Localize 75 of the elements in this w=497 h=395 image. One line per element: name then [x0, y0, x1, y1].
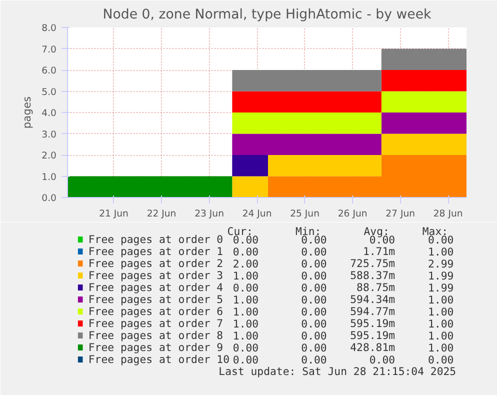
y-tick-label: 6.0 [42, 66, 57, 76]
x-tick-label: 23 Jun [194, 208, 224, 220]
text: 0.00 [301, 306, 327, 318]
text: 0.00 [232, 246, 259, 258]
text: 0.00 [301, 246, 327, 258]
text: 1.00 [232, 318, 259, 330]
text: 595.19m [350, 329, 396, 342]
text: 428.81m [350, 341, 396, 354]
text: 0.00 [369, 354, 396, 366]
text: 725.75m [350, 257, 396, 270]
text: 2.99 [428, 258, 454, 270]
text: 0.00 [301, 294, 327, 306]
y-tick-label: 3.0 [42, 129, 57, 140]
text: 1.99 [428, 270, 454, 282]
y-tick-label: 2.0 [42, 150, 57, 162]
text: 1.00 [232, 270, 259, 282]
text: 0.00 [232, 354, 259, 366]
text: 0.00 [232, 234, 259, 246]
text: 1.00 [232, 294, 259, 306]
legend-label: Free pages at order 3 [88, 269, 224, 282]
text: 0.00 [232, 282, 259, 294]
text: 594.77m [350, 305, 396, 318]
text: 0.00 [301, 282, 327, 294]
legend-label: Free pages at order 8 [88, 329, 224, 342]
legend-label: Free pages at order 2 [88, 257, 224, 270]
text: 1.00 [428, 318, 454, 330]
text: 1.71m [362, 245, 396, 258]
y-tick-label: 0.0 [42, 193, 57, 204]
chart-title: Node 0, zone Normal, type HighAtomic - by week [102, 8, 432, 22]
y-tick-label: 7.0 [42, 44, 57, 56]
text: 2.00 [232, 258, 259, 270]
text: 1.00 [428, 330, 454, 342]
text: 1.00 [232, 330, 259, 342]
text: 0.00 [301, 258, 327, 270]
text: 594.34m [350, 293, 396, 306]
text: 1.00 [428, 306, 454, 318]
y-tick-label: 8.0 [42, 23, 57, 34]
text: 0.00 [301, 270, 327, 282]
y-tick-label: 1.0 [42, 172, 57, 183]
y-tick-label: 4.0 [42, 108, 57, 119]
legend-label: Free pages at order 7 [88, 317, 224, 330]
text: Last update: Sat Jun 28 21:15:04 2025 [218, 365, 456, 378]
text: 88.75m [356, 281, 396, 294]
y-tick-label: 5.0 [42, 86, 57, 98]
text: 0.00 [428, 234, 454, 246]
x-tick-label: 26 Jun [338, 208, 368, 220]
text: 588.37m [350, 269, 396, 282]
text: Avg: [364, 225, 390, 238]
text: 0.00 [301, 354, 327, 366]
x-tick-label: 25 Jun [290, 208, 320, 220]
x-tick-label: 24 Jun [242, 208, 272, 220]
legend-label: Free pages at order 10 [88, 353, 230, 366]
legend-label: Free pages at order 0 [88, 233, 224, 246]
text: 0.00 [301, 342, 327, 354]
x-tick-label: 22 Jun [146, 208, 176, 220]
text: 0.00 [301, 234, 327, 246]
text: 0.00 [428, 354, 454, 366]
text: 1.99 [428, 282, 454, 294]
text: 1.00 [428, 342, 454, 354]
x-tick-label: 28 Jun [433, 208, 463, 220]
legend-label: Free pages at order 5 [88, 293, 224, 306]
text: 1.00 [428, 294, 454, 306]
text: 595.19m [350, 317, 396, 330]
y-axis-title: pages [20, 96, 34, 129]
x-tick-label: 21 Jun [99, 208, 129, 220]
text: 0.00 [301, 330, 327, 342]
text: 0.00 [232, 342, 259, 354]
text: 1.00 [232, 306, 259, 318]
text: 0.00 [301, 318, 327, 330]
x-tick-label: 27 Jun [386, 208, 416, 220]
legend-label: Free pages at order 4 [88, 281, 224, 294]
text: 1.00 [428, 246, 454, 258]
legend-label: Free pages at order 9 [88, 341, 224, 354]
legend-label: Free pages at order 1 [88, 245, 224, 258]
legend-label: Free pages at order 6 [88, 305, 224, 318]
